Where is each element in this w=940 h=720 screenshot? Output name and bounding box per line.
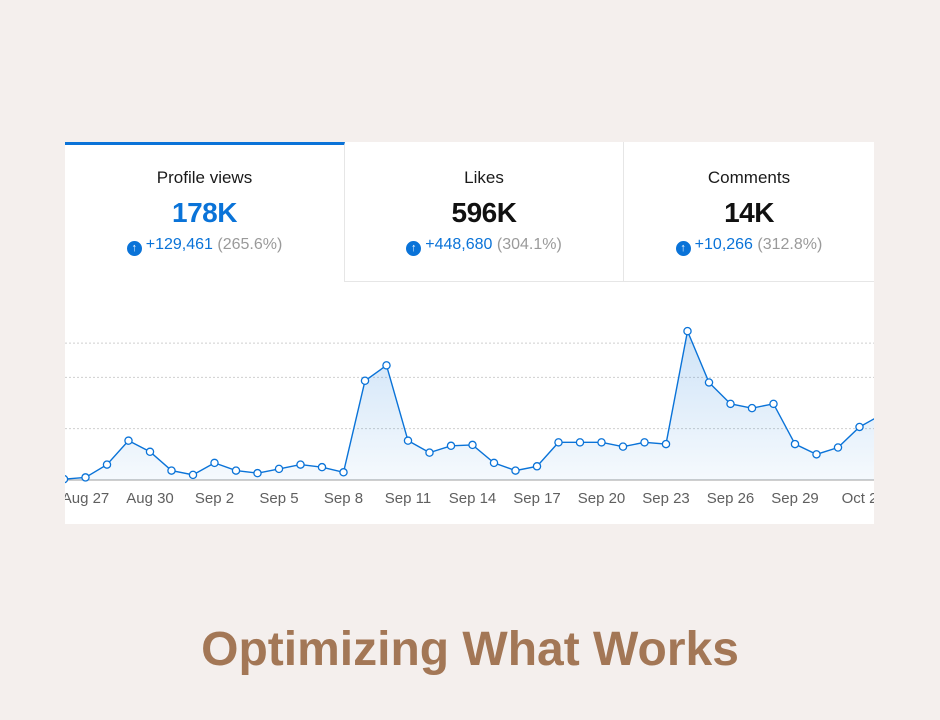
data-point (855, 422, 864, 432)
data-point (403, 436, 413, 445)
data-point (554, 438, 563, 447)
data-point (661, 439, 671, 449)
x-tick-label: Aug 30 (126, 490, 174, 507)
data-point (726, 399, 735, 409)
page-title: Optimizing What Works (201, 623, 739, 676)
arrow-up-icon: ↑ (675, 241, 691, 256)
data-point (511, 466, 520, 475)
data-point (65, 475, 69, 484)
data-point (446, 441, 456, 451)
data-point (274, 464, 284, 474)
data-point (747, 403, 757, 413)
data-point (468, 440, 477, 450)
data-point (253, 468, 262, 478)
data-point (640, 438, 649, 447)
tab-comments[interactable]: Comments 14K ↑ +10,266 (312.8%) (624, 142, 874, 282)
data-point (231, 466, 241, 475)
data-point (296, 460, 305, 469)
tab-delta: ↑ +10,266 (312.8%) (624, 236, 874, 256)
data-point (532, 462, 542, 471)
tab-delta: ↑ +448,680 (304.1%) (345, 236, 623, 256)
data-point (597, 438, 606, 447)
delta-value: +448,680 (425, 236, 493, 253)
data-point (145, 447, 155, 457)
x-tick-label: Sep 8 (324, 490, 363, 507)
data-point (812, 450, 821, 459)
x-tick-label: Sep 23 (642, 490, 690, 507)
data-point (704, 378, 714, 387)
tab-value: 178K (172, 197, 237, 228)
analytics-card: Profile views 178K ↑ +129,461 (265.6%) Li… (65, 142, 874, 524)
data-point (489, 458, 499, 468)
data-point (575, 438, 585, 447)
data-point (124, 436, 133, 445)
metric-tabs: Profile views 178K ↑ +129,461 (265.6%) Li… (65, 142, 874, 282)
x-tick-label: Sep 29 (771, 490, 819, 507)
tab-label: Comments (707, 168, 791, 187)
tab-likes[interactable]: Likes 596K ↑ +448,680 (304.1%) (345, 142, 624, 282)
x-tick-label: Oct 2 (842, 490, 874, 507)
tab-delta: ↑ +129,461 (265.6%) (65, 236, 344, 256)
line-chart: Aug 27 Aug 30 Sep 2 Sep 5 Sep 8 Sep 11 Sep 14 S… (65, 326, 874, 507)
data-point (188, 470, 198, 480)
tab-label: Profile views (156, 168, 253, 187)
x-tick-label: Sep 17 (513, 490, 561, 507)
x-tick-label: Sep 26 (707, 490, 755, 507)
tab-value: 14K (724, 197, 774, 228)
data-point (167, 466, 176, 475)
series-area (65, 331, 874, 480)
data-point (683, 326, 692, 336)
data-point (360, 376, 370, 386)
x-tick-label: Sep 11 (385, 490, 431, 507)
x-tick-label: Aug 27 (65, 490, 109, 507)
delta-value: +10,266 (694, 236, 753, 253)
delta-percent: (312.8%) (757, 236, 823, 253)
delta-percent: (304.1%) (496, 236, 562, 253)
x-tick-label: Sep 20 (578, 490, 626, 507)
data-point (618, 442, 628, 451)
tab-label: Likes (464, 168, 504, 187)
data-point (425, 448, 434, 457)
delta-percent: (265.6%) (217, 236, 283, 253)
delta-value: +129,461 (145, 236, 213, 253)
x-tick-label: Sep 14 (449, 490, 497, 507)
data-point (317, 462, 327, 472)
data-point (102, 460, 112, 469)
data-point (382, 361, 391, 370)
data-point (769, 399, 778, 409)
tab-value: 596K (451, 197, 517, 228)
data-point (339, 468, 348, 477)
tab-profile-views[interactable]: Profile views 178K ↑ +129,461 (265.6%) (65, 142, 345, 282)
x-tick-label: Sep 5 (259, 490, 298, 507)
arrow-up-icon: ↑ (126, 241, 142, 256)
data-point (81, 473, 90, 482)
data-point (790, 439, 800, 449)
data-point (833, 443, 843, 452)
data-point (210, 458, 219, 468)
arrow-up-icon: ↑ (406, 241, 422, 256)
x-tick-label: Sep 2 (195, 490, 234, 507)
